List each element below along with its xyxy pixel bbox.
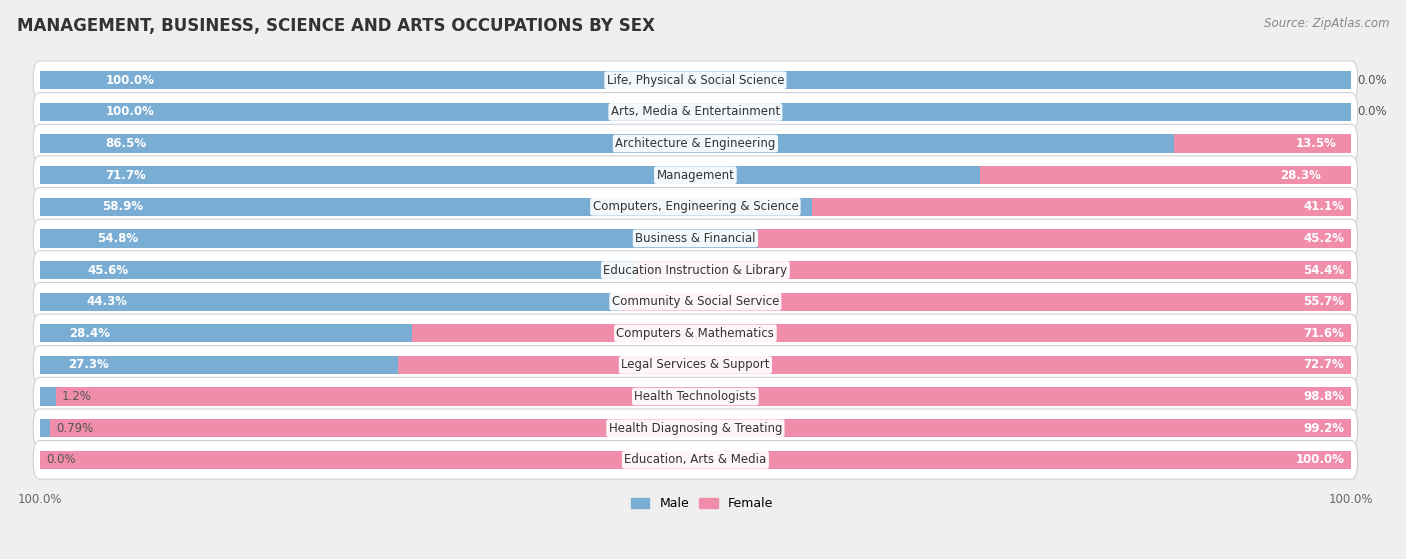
Bar <box>39 198 813 216</box>
FancyBboxPatch shape <box>34 61 1358 100</box>
Text: Computers & Mathematics: Computers & Mathematics <box>616 327 775 340</box>
Text: Architecture & Engineering: Architecture & Engineering <box>616 137 776 150</box>
Text: Education Instruction & Library: Education Instruction & Library <box>603 263 787 277</box>
FancyBboxPatch shape <box>34 219 1358 258</box>
Bar <box>39 134 1174 153</box>
Bar <box>39 103 1351 121</box>
Text: 28.4%: 28.4% <box>69 327 111 340</box>
Legend: Male, Female: Male, Female <box>626 492 779 515</box>
FancyBboxPatch shape <box>34 124 1358 163</box>
Text: 45.6%: 45.6% <box>87 263 129 277</box>
Text: Business & Financial: Business & Financial <box>636 232 755 245</box>
Text: 28.3%: 28.3% <box>1281 169 1322 182</box>
Bar <box>638 261 1351 280</box>
Text: Education, Arts & Media: Education, Arts & Media <box>624 453 766 466</box>
Text: 72.7%: 72.7% <box>1303 358 1344 371</box>
FancyBboxPatch shape <box>34 314 1358 353</box>
Text: 71.7%: 71.7% <box>105 169 146 182</box>
Bar <box>1174 134 1351 153</box>
Bar <box>398 356 1351 374</box>
Text: Life, Physical & Social Science: Life, Physical & Social Science <box>606 74 785 87</box>
Text: Source: ZipAtlas.com: Source: ZipAtlas.com <box>1264 17 1389 30</box>
Text: Management: Management <box>657 169 734 182</box>
Text: 13.5%: 13.5% <box>1296 137 1337 150</box>
Text: Health Diagnosing & Treating: Health Diagnosing & Treating <box>609 421 782 435</box>
Bar <box>620 292 1351 311</box>
Text: 0.0%: 0.0% <box>1358 74 1388 87</box>
Text: Legal Services & Support: Legal Services & Support <box>621 358 769 371</box>
Text: Health Technologists: Health Technologists <box>634 390 756 403</box>
Text: MANAGEMENT, BUSINESS, SCIENCE AND ARTS OCCUPATIONS BY SEX: MANAGEMENT, BUSINESS, SCIENCE AND ARTS O… <box>17 17 655 35</box>
Bar <box>980 166 1351 184</box>
Bar <box>39 356 398 374</box>
Bar <box>39 451 1351 469</box>
Text: 54.4%: 54.4% <box>1303 263 1344 277</box>
FancyBboxPatch shape <box>34 440 1358 479</box>
Text: 45.2%: 45.2% <box>1303 232 1344 245</box>
Text: 0.79%: 0.79% <box>56 421 94 435</box>
Text: 1.2%: 1.2% <box>62 390 91 403</box>
Text: 0.0%: 0.0% <box>46 453 76 466</box>
Bar <box>39 324 412 343</box>
FancyBboxPatch shape <box>34 251 1358 290</box>
Text: 41.1%: 41.1% <box>1303 200 1344 214</box>
FancyBboxPatch shape <box>34 409 1358 447</box>
Bar <box>758 229 1351 248</box>
FancyBboxPatch shape <box>34 377 1358 416</box>
Text: 99.2%: 99.2% <box>1303 421 1344 435</box>
FancyBboxPatch shape <box>34 93 1358 131</box>
Text: 100.0%: 100.0% <box>105 106 155 119</box>
Text: 98.8%: 98.8% <box>1303 390 1344 403</box>
Bar <box>813 198 1351 216</box>
Bar <box>55 387 1351 406</box>
Bar <box>39 166 980 184</box>
Bar <box>39 387 55 406</box>
Text: 71.6%: 71.6% <box>1303 327 1344 340</box>
FancyBboxPatch shape <box>34 187 1358 226</box>
Bar <box>39 71 1351 89</box>
Bar <box>39 229 758 248</box>
Bar <box>412 324 1351 343</box>
Text: 0.0%: 0.0% <box>1358 106 1388 119</box>
Text: Arts, Media & Entertainment: Arts, Media & Entertainment <box>610 106 780 119</box>
Text: Computers, Engineering & Science: Computers, Engineering & Science <box>592 200 799 214</box>
Text: 55.7%: 55.7% <box>1303 295 1344 308</box>
Text: 100.0%: 100.0% <box>105 74 155 87</box>
Text: 44.3%: 44.3% <box>86 295 128 308</box>
FancyBboxPatch shape <box>34 156 1358 195</box>
Bar <box>51 419 1351 437</box>
Bar <box>39 419 51 437</box>
Text: 58.9%: 58.9% <box>101 200 142 214</box>
FancyBboxPatch shape <box>34 282 1358 321</box>
Text: 27.3%: 27.3% <box>69 358 110 371</box>
Text: 86.5%: 86.5% <box>105 137 146 150</box>
Bar <box>39 292 620 311</box>
Text: 54.8%: 54.8% <box>97 232 138 245</box>
Bar <box>39 261 638 280</box>
Text: 100.0%: 100.0% <box>1295 453 1344 466</box>
FancyBboxPatch shape <box>34 345 1358 384</box>
Text: Community & Social Service: Community & Social Service <box>612 295 779 308</box>
